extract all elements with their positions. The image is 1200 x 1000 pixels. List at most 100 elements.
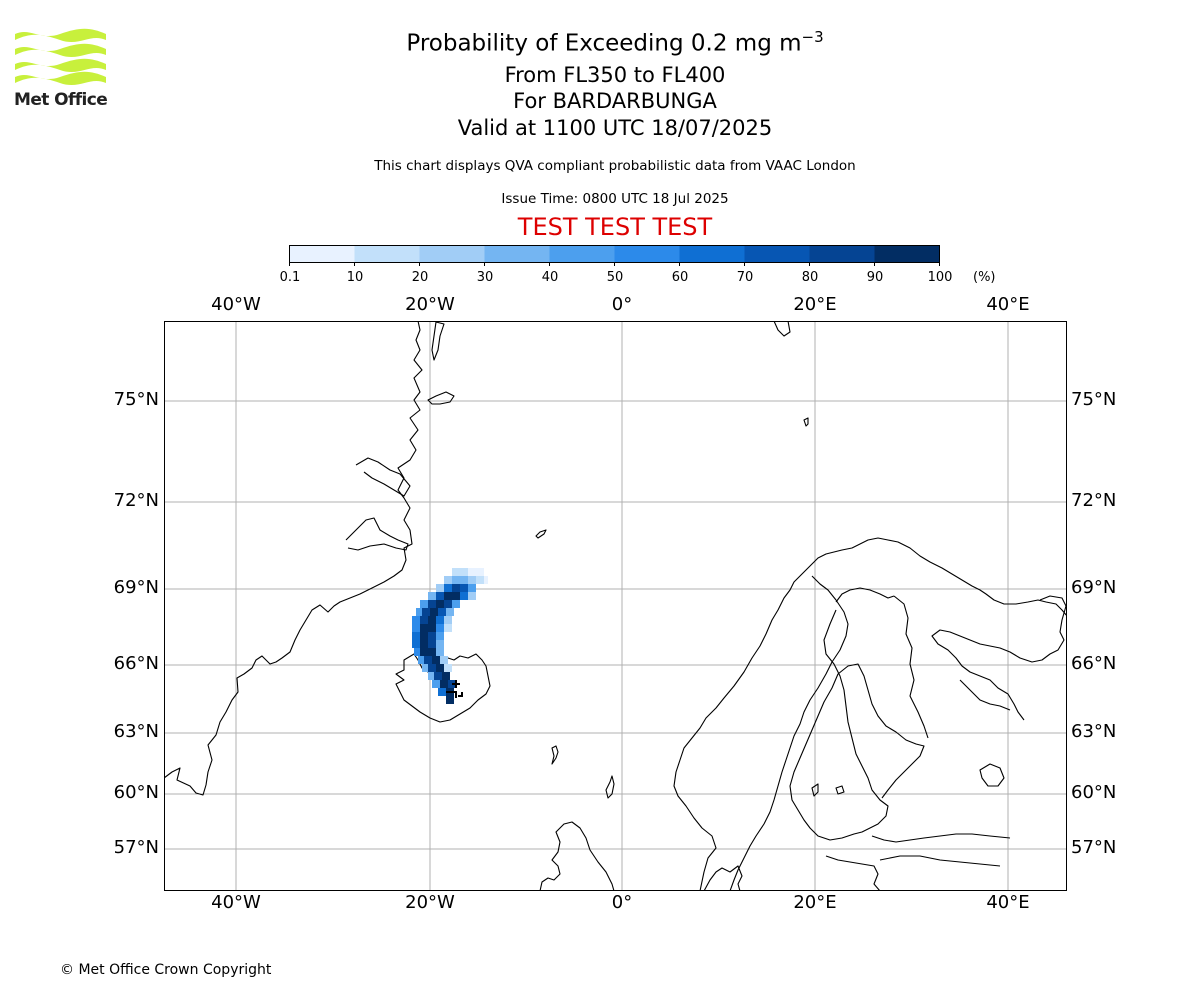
probability-cell (436, 640, 444, 648)
probability-cell (422, 664, 430, 672)
probability-cell (438, 688, 446, 696)
sweden-finland-border (835, 587, 895, 603)
colorbar-tick-label: 20 (411, 270, 429, 285)
probability-cell (460, 576, 468, 584)
probability-cell (420, 632, 428, 640)
probability-cell (420, 600, 428, 608)
faroe-islands (551, 745, 559, 765)
probability-cell (440, 656, 448, 664)
latitude-label-right: 66°N (1071, 653, 1117, 674)
probability-cell (444, 592, 452, 600)
longitude-label-bottom: 40°E (986, 892, 1030, 913)
probability-cell (436, 664, 444, 672)
probability-cell (414, 648, 422, 656)
probability-cell (420, 640, 428, 648)
title-exponent: −3 (801, 28, 824, 46)
chart-title: Probability of Exceeding 0.2 mg m−3 (0, 28, 1200, 57)
longitude-label-bottom: 40°W (211, 892, 261, 913)
baltic-east (825, 855, 881, 891)
probability-cell (428, 640, 436, 648)
latitude-label-left: 63°N (113, 721, 159, 742)
probability-cell (476, 568, 484, 576)
probability-cell (430, 608, 438, 616)
valid-time: Valid at 1100 UTC 18/07/2025 (457, 116, 773, 140)
colorbar-tick-label: 10 (346, 270, 364, 285)
probability-cell (428, 600, 436, 608)
bear-island (803, 417, 809, 427)
probability-cell (468, 576, 476, 584)
probability-cell (428, 672, 436, 680)
latitude-label-right: 63°N (1071, 721, 1117, 742)
latitude-label-left: 66°N (113, 653, 159, 674)
probability-cell (412, 632, 420, 640)
probability-cell (444, 600, 452, 608)
latitude-label-right: 75°N (1071, 389, 1117, 410)
probability-cell (420, 624, 428, 632)
colorbar-bin-3 (484, 245, 550, 263)
volcano-marker (446, 680, 463, 698)
colorbar-bin-8 (809, 245, 875, 263)
probability-cell (428, 616, 436, 624)
gulf-of-finland (871, 833, 1011, 843)
probability-cell (446, 608, 454, 616)
colorbar-bin-6 (679, 245, 745, 263)
probability-cell (436, 624, 444, 632)
jan-mayen (535, 529, 547, 539)
probability-cell (442, 672, 450, 680)
colorbar-bin-9 (874, 245, 940, 263)
coastlines (164, 321, 1067, 891)
probability-cell (436, 592, 444, 600)
colorbar-tick-label: 100 (927, 270, 953, 285)
colorbar-tick-label: 90 (866, 270, 884, 285)
shetland-islands (605, 775, 615, 799)
latitude-label-left: 57°N (113, 837, 159, 858)
probability-cell (428, 648, 436, 656)
probability-cell (428, 664, 436, 672)
probability-cell (452, 584, 460, 592)
probability-cell (436, 616, 444, 624)
logo-wordmark: Met Office (14, 90, 108, 110)
probability-cell (418, 656, 426, 664)
volcano-name: For BARDARBUNGA (513, 89, 717, 113)
probability-cell (436, 648, 444, 656)
probability-cell (452, 576, 460, 584)
colorbar-tick-label: 80 (801, 270, 819, 285)
probability-cell (424, 656, 432, 664)
probability-cell (436, 632, 444, 640)
probability-cell (444, 576, 452, 584)
probability-cell (444, 616, 452, 624)
denmark-coast (703, 865, 743, 891)
greenland-island (427, 391, 455, 405)
probability-cell (452, 568, 460, 576)
latitude-label-right: 72°N (1071, 490, 1117, 511)
probability-cell (436, 600, 444, 608)
probability-cell (422, 608, 430, 616)
probability-cell (444, 624, 452, 632)
chart-description: This chart displays QVA compliant probab… (374, 158, 856, 174)
longitude-label-top: 20°E (793, 294, 837, 315)
map-frame (164, 321, 1067, 891)
probability-cell (452, 600, 460, 608)
greenland-fjord-2 (345, 517, 409, 551)
graticule (164, 321, 1067, 891)
longitude-label-bottom: 20°W (405, 892, 455, 913)
colorbar-bin-1 (354, 245, 420, 263)
longitude-label-bottom: 0° (611, 892, 633, 913)
colorbar-bin-0 (289, 245, 355, 263)
probability-cell (412, 640, 420, 648)
colorbar-tick-label: 40 (541, 270, 559, 285)
latitude-label-left: 72°N (113, 490, 159, 511)
map-panel (164, 321, 1067, 891)
longitude-label-top: 40°W (211, 294, 261, 315)
probability-cell (440, 680, 448, 688)
scandinavia-coast (673, 537, 1067, 891)
probability-cell (452, 592, 460, 600)
probability-cell (436, 584, 444, 592)
colorbar-bin-2 (419, 245, 485, 263)
probability-cell (446, 696, 454, 704)
norway-sweden-border (729, 575, 849, 891)
latitude-label-left: 60°N (113, 782, 159, 803)
probability-cell (420, 648, 428, 656)
probability-cell (432, 680, 440, 688)
probability-cell (432, 656, 440, 664)
